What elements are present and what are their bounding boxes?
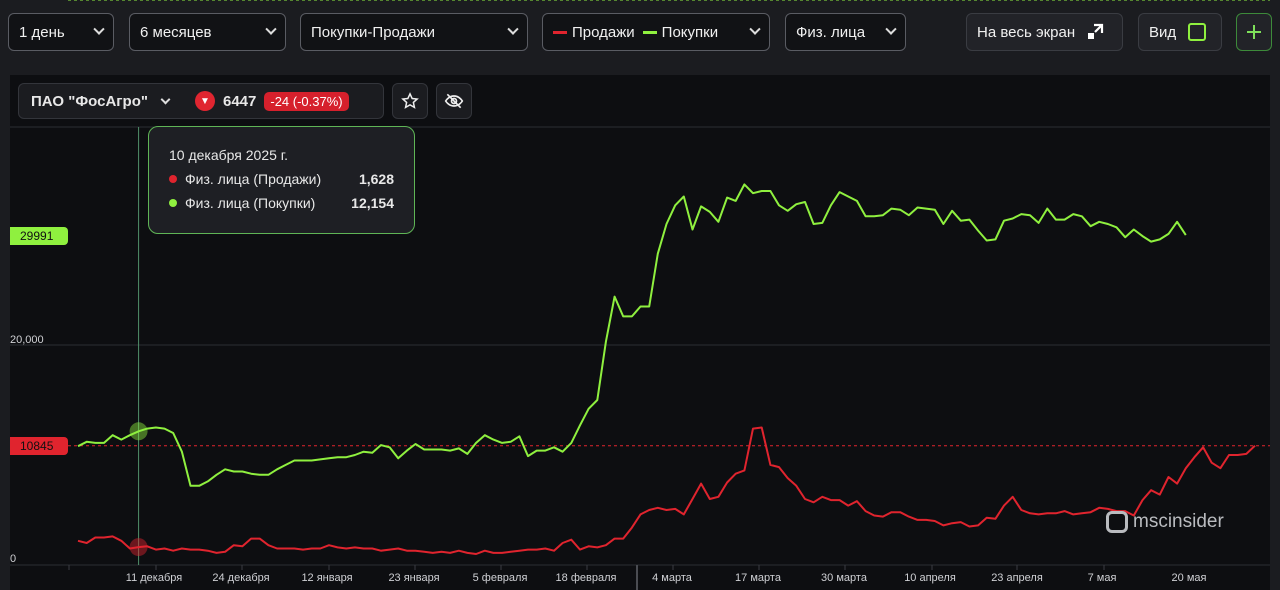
interval-value: 1 день (19, 23, 65, 41)
instrument-name: ПАО "ФосАгро" (31, 92, 148, 110)
x-tick-label: 11 декабря (125, 572, 183, 584)
period-value: 6 месяцев (140, 23, 212, 41)
y-tick-label: 0 (10, 553, 17, 565)
toolbar: 1 день 6 месяцев Покупки-Продажи Продажи… (0, 0, 1280, 66)
favorite-button[interactable] (392, 83, 428, 119)
segment-dropdown[interactable]: Физ. лица (785, 13, 906, 51)
x-tick-label: 30 марта (821, 572, 867, 584)
view-checkbox-icon (1188, 23, 1207, 41)
y-tick-label: 20,000 (10, 334, 44, 346)
sell-series-line (77, 426, 1256, 555)
fullscreen-button[interactable]: На весь экран (966, 13, 1123, 51)
instrument-selector[interactable]: ПАО "ФосАгро" ▼ 6447 -24 (-0.37%) (18, 83, 384, 119)
sell-legend-label: Продажи (572, 23, 635, 41)
period-dropdown[interactable]: 6 месяцев (129, 13, 286, 51)
add-button[interactable] (1236, 13, 1272, 51)
sell-legend-swatch (553, 30, 567, 34)
tooltip-row-buy: Физ. лица (Покупки) 12,154 (169, 195, 394, 211)
tooltip-label: Физ. лица (Продажи) (185, 171, 322, 187)
view-label: Вид (1149, 23, 1177, 41)
down-arrow-icon: ▼ (195, 91, 215, 111)
x-tick-label: 4 марта (652, 572, 692, 584)
buy-series-line (77, 183, 1187, 487)
x-tick-label: 20 мая (1171, 572, 1207, 584)
logo-icon (1106, 511, 1128, 533)
x-tick-label: 18 февраля (555, 572, 617, 584)
price-change-badge: -24 (-0.37%) (264, 91, 349, 111)
interval-dropdown[interactable]: 1 день (8, 13, 114, 51)
tooltip-value: 1,628 (358, 171, 394, 187)
tooltip-value: 12,154 (351, 195, 394, 211)
x-tick-label: 5 февраля (472, 572, 528, 584)
mode-dropdown[interactable]: Покупки-Продажи (300, 13, 528, 51)
x-tick-label: 23 апреля (991, 572, 1043, 584)
x-tick-label: 12 января (301, 572, 353, 584)
expand-icon (1088, 23, 1104, 39)
tooltip-row-sell: Физ. лица (Продажи) 1,628 (169, 171, 394, 187)
series-dropdown[interactable]: Продажи Покупки (542, 13, 770, 51)
view-button[interactable]: Вид (1138, 13, 1222, 51)
tooltip-date: 10 декабря 2025 г. (169, 147, 289, 163)
chevron-down-icon (160, 94, 171, 104)
sell-dot-icon (169, 175, 177, 183)
plus-icon (1247, 25, 1261, 39)
hide-button[interactable] (436, 83, 472, 119)
mode-value: Покупки-Продажи (311, 23, 436, 41)
x-tick-label: 23 января (388, 572, 440, 584)
instrument-price: 6447 (223, 92, 257, 110)
segment-value: Физ. лица (796, 23, 866, 41)
x-tick-label: 17 марта (735, 572, 781, 584)
sell-highlight-point (129, 538, 148, 557)
x-tick-label: 10 апреля (904, 572, 956, 584)
watermark: mscinsider (1106, 511, 1224, 533)
watermark-text: mscinsider (1133, 511, 1224, 532)
eye-off-icon (444, 93, 464, 109)
crosshair-tooltip: 10 декабря 2025 г. Физ. лица (Продажи) 1,… (148, 126, 415, 234)
buy-dot-icon (169, 199, 177, 207)
star-icon (401, 92, 419, 109)
tooltip-label: Физ. лица (Покупки) (185, 195, 316, 211)
sell-level-label: 10845 (10, 437, 68, 455)
buy-legend-label: Покупки (661, 23, 719, 41)
buy-legend-swatch (642, 30, 657, 34)
fullscreen-label: На весь экран (977, 23, 1076, 41)
buy-level-label: 29991 (10, 227, 68, 245)
x-tick-label: 7 мая (1087, 572, 1117, 584)
buy-highlight-point (129, 422, 148, 441)
x-tick-label: 24 декабря (212, 572, 270, 584)
